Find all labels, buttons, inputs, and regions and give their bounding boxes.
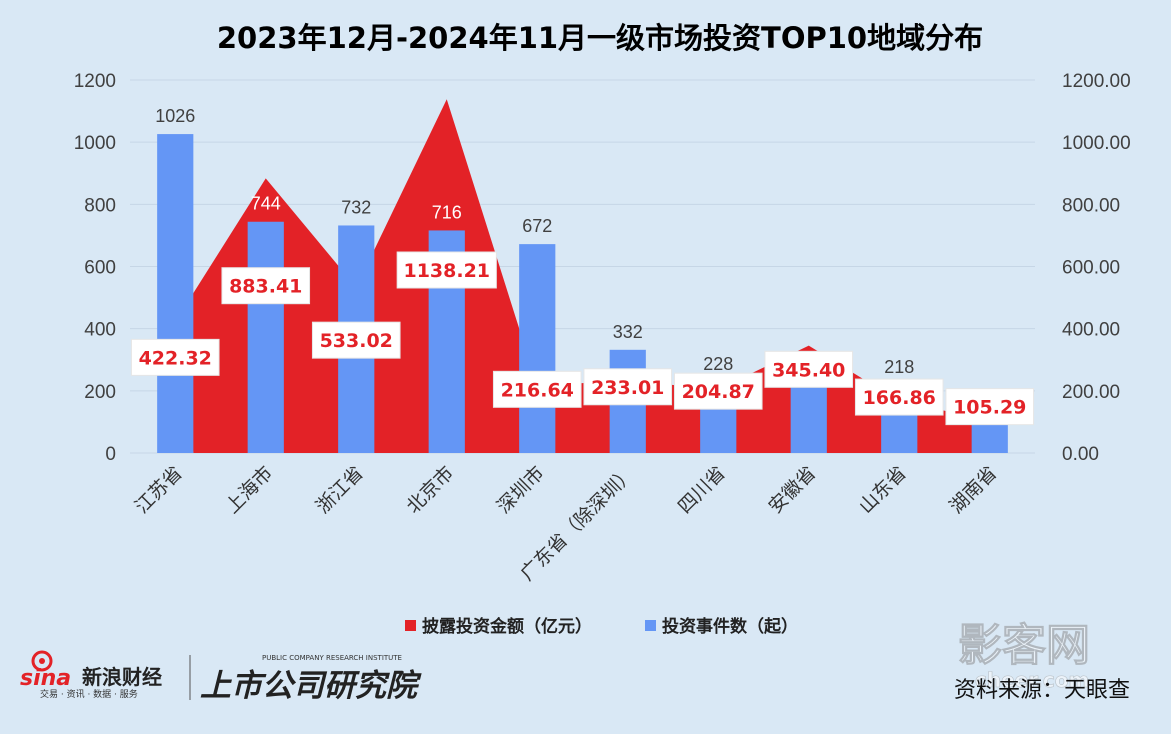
sina-eye-icon bbox=[31, 650, 53, 672]
bar-value-label: 672 bbox=[522, 216, 552, 236]
bar-value-label: 716 bbox=[432, 202, 462, 222]
legend-swatch-count bbox=[645, 620, 656, 631]
amount-label-text: 883.41 bbox=[229, 276, 302, 298]
sina-logo-text: sina bbox=[20, 666, 71, 691]
bar-4 bbox=[519, 244, 556, 453]
amount-label: 216.64 bbox=[492, 370, 582, 408]
left-tick-label: 400 bbox=[84, 320, 116, 341]
institute-name: 上市公司研究院 bbox=[200, 668, 422, 704]
amount-label-box bbox=[492, 370, 582, 408]
amount-label-box bbox=[311, 321, 401, 359]
bar-value-label: 1026 bbox=[155, 106, 195, 126]
amount-label-text: 422.32 bbox=[139, 347, 212, 369]
right-tick-label: 400.00 bbox=[1062, 320, 1120, 341]
bar-0 bbox=[157, 134, 194, 453]
amount-label: 422.32 bbox=[130, 338, 220, 376]
left-tick-label: 1000 bbox=[74, 133, 116, 154]
chart-title: 2023年12月-2024年11月一级市场投资TOP10地域分布 bbox=[217, 21, 983, 55]
amount-label-text: 216.64 bbox=[501, 379, 574, 401]
right-tick-label: 1200.00 bbox=[1062, 71, 1131, 92]
legend-swatch-amount bbox=[405, 620, 416, 631]
amount-label: 105.29 bbox=[945, 388, 1035, 426]
amount-label-box bbox=[764, 350, 854, 388]
right-axis-ticks: 0.00 200.00 400.00 600.00 800.00 1000.00 1200.… bbox=[1062, 71, 1131, 465]
amount-label: 883.41 bbox=[221, 267, 311, 305]
amount-label-text: 166.86 bbox=[863, 387, 936, 409]
amount-label: 1138.21 bbox=[396, 251, 497, 289]
amount-label: 204.87 bbox=[673, 372, 763, 410]
sina-logo: sina 新浪财经 交易 · 资讯 · 数据 · 服务 bbox=[20, 650, 162, 700]
amount-label-box bbox=[130, 338, 220, 376]
left-tick-label: 200 bbox=[84, 382, 116, 403]
data-source: 资料来源：天眼查 bbox=[954, 678, 1130, 703]
amount-label-text: 105.29 bbox=[953, 397, 1026, 419]
amount-label: 233.01 bbox=[583, 368, 673, 406]
sina-tagline: 交易 · 资讯 · 数据 · 服务 bbox=[40, 688, 138, 700]
legend-count: 投资事件数（起） bbox=[662, 616, 798, 637]
amount-label: 533.02 bbox=[311, 321, 401, 359]
left-tick-label: 800 bbox=[84, 195, 116, 216]
amount-label-text: 233.01 bbox=[591, 377, 664, 399]
institute-logo: PUBLIC COMPANY RESEARCH INSTITUTE 上市公司研究… bbox=[200, 654, 422, 704]
amount-label-box bbox=[221, 267, 311, 305]
watermark-cn: 影客网 bbox=[958, 620, 1090, 671]
amount-label-box bbox=[396, 251, 497, 289]
bar-value-label: 732 bbox=[341, 197, 371, 217]
bar-value-label: 228 bbox=[703, 354, 733, 374]
amount-label-text: 533.02 bbox=[320, 330, 393, 352]
amount-label-box bbox=[583, 368, 673, 406]
amount-label-text: 204.87 bbox=[682, 381, 755, 403]
right-tick-label: 0.00 bbox=[1062, 444, 1099, 465]
bar-1 bbox=[247, 221, 284, 453]
left-tick-label: 600 bbox=[84, 258, 116, 279]
right-tick-label: 600.00 bbox=[1062, 258, 1120, 279]
sina-brand-name: 新浪财经 bbox=[82, 665, 162, 689]
amount-label-box bbox=[673, 372, 763, 410]
bar-value-label: 332 bbox=[613, 322, 643, 342]
bar-value-label: 744 bbox=[251, 194, 281, 214]
bar-7 bbox=[790, 382, 827, 453]
amount-label-text: 1138.21 bbox=[403, 260, 490, 282]
amount-label-box bbox=[854, 378, 944, 416]
amount-label: 166.86 bbox=[854, 378, 944, 416]
right-tick-label: 1000.00 bbox=[1062, 133, 1131, 154]
left-tick-label: 0 bbox=[105, 444, 116, 465]
amount-label-box bbox=[945, 388, 1035, 426]
amount-label: 345.40 bbox=[764, 350, 854, 388]
left-tick-label: 1200 bbox=[74, 71, 116, 92]
bar-value-label: 218 bbox=[884, 357, 914, 377]
right-tick-label: 200.00 bbox=[1062, 382, 1120, 403]
legend: 披露投资金额（亿元） 投资事件数（起） bbox=[405, 616, 798, 637]
data-labels: 1026744732716672332228226218119422.32883… bbox=[130, 106, 1035, 426]
watermark: 影客网 cheer.com bbox=[958, 620, 1091, 693]
watermark-en: cheer.com bbox=[975, 668, 1089, 692]
left-axis-ticks: 0 200 400 600 800 1000 1200 bbox=[74, 71, 116, 465]
amount-label-text: 345.40 bbox=[772, 359, 845, 381]
institute-en-name: PUBLIC COMPANY RESEARCH INSTITUTE bbox=[262, 654, 402, 662]
right-tick-label: 800.00 bbox=[1062, 195, 1120, 216]
legend-amount: 披露投资金额（亿元） bbox=[422, 616, 592, 637]
sina-eye-dot-icon bbox=[39, 658, 45, 664]
